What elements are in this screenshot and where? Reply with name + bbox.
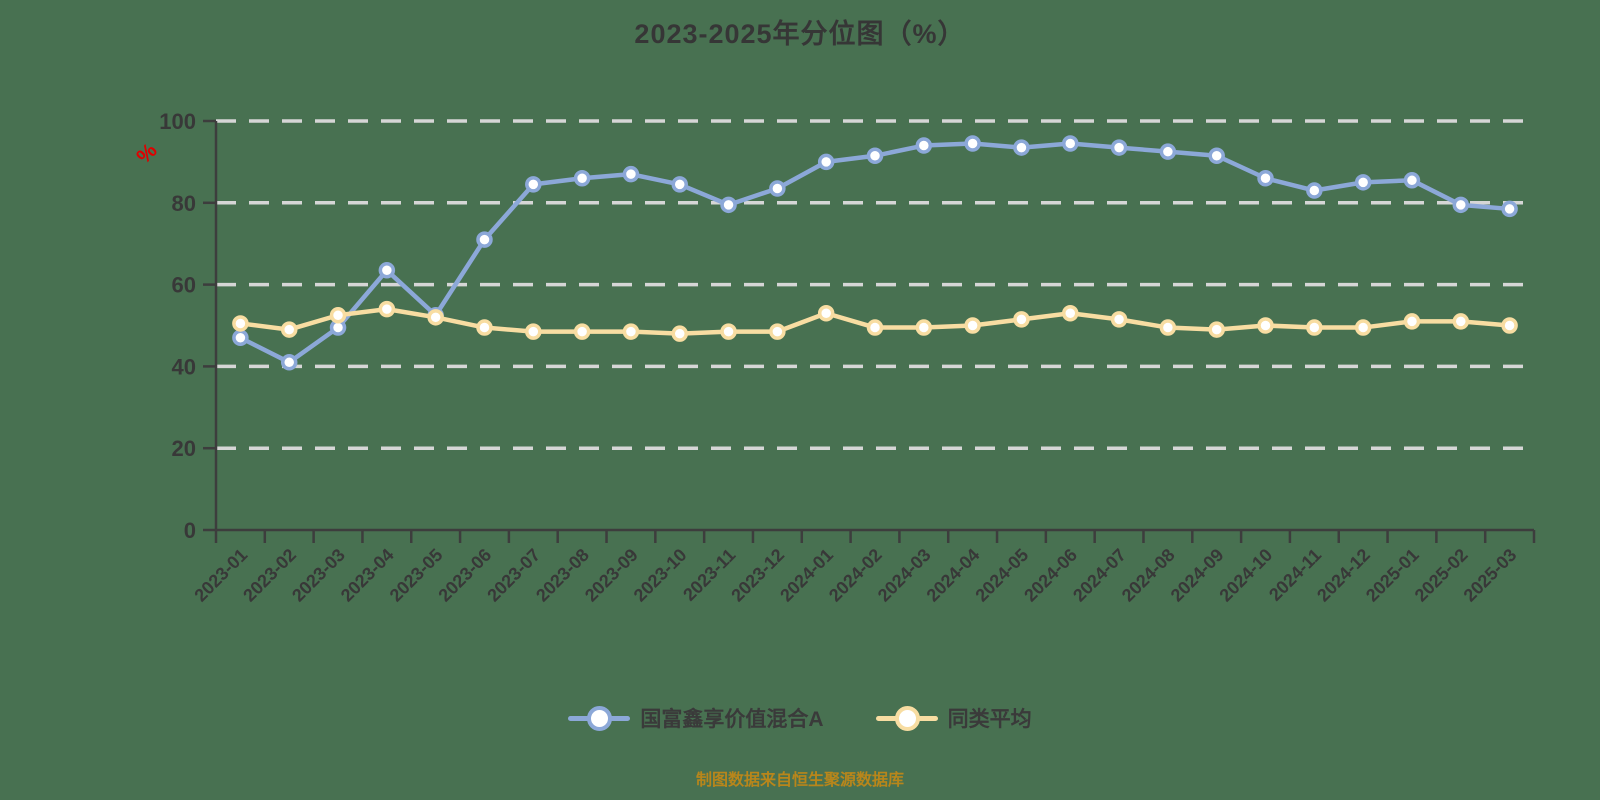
data-point[interactable]: [964, 317, 981, 334]
x-tick-label: 2024-06: [1020, 545, 1081, 606]
x-tick-label: 2024-10: [1215, 545, 1276, 606]
y-tick-label: 60: [172, 273, 196, 298]
x-tick-label: 2024-03: [874, 545, 935, 606]
data-point[interactable]: [1354, 174, 1372, 191]
chart-title: 2023-2025年分位图（%）: [634, 19, 966, 49]
data-point[interactable]: [1306, 319, 1323, 336]
data-point[interactable]: [720, 196, 737, 214]
x-tick-label: 2024-05: [971, 545, 1032, 606]
x-tick-label: 2023-12: [727, 545, 788, 606]
legend-label-fund: 国富鑫享价值混合A: [640, 708, 824, 731]
data-point[interactable]: [573, 170, 591, 187]
x-tick-label: 2024-11: [1265, 545, 1325, 605]
data-point[interactable]: [1110, 311, 1128, 328]
data-point[interactable]: [769, 180, 786, 197]
y-tick-label: 0: [184, 518, 196, 543]
data-point[interactable]: [1062, 135, 1079, 152]
y-tick-label: 100: [159, 109, 196, 134]
data-point[interactable]: [817, 304, 835, 322]
x-tick-label: 2025-02: [1411, 545, 1472, 606]
data-point[interactable]: [622, 165, 640, 183]
data-point[interactable]: [1452, 196, 1470, 214]
chart-legend: 国富鑫享价值混合A 同类平均: [0, 703, 1600, 733]
data-point[interactable]: [915, 137, 933, 154]
data-point[interactable]: [1208, 321, 1225, 338]
x-tick-label: 2023-07: [483, 545, 544, 606]
x-tick-label: 2023-02: [239, 545, 300, 606]
data-point[interactable]: [232, 315, 249, 332]
legend-item-fund[interactable]: 国富鑫享价值混合A: [568, 703, 824, 733]
data-point[interactable]: [1159, 319, 1177, 336]
data-point[interactable]: [671, 325, 688, 342]
x-tick-label: 2023-06: [434, 545, 495, 606]
x-tick-label: 2024-09: [1167, 545, 1228, 606]
legend-item-average[interactable]: 同类平均: [875, 703, 1032, 733]
data-point[interactable]: [1013, 139, 1030, 156]
x-tick-label: 2024-02: [825, 545, 886, 606]
x-tick-label: 2023-09: [581, 545, 642, 606]
data-point[interactable]: [476, 319, 493, 336]
x-tick-label: 2024-12: [1313, 545, 1374, 606]
data-point[interactable]: [1501, 200, 1518, 218]
data-point[interactable]: [1501, 317, 1518, 334]
x-tick-label: 2024-07: [1069, 545, 1130, 606]
fund-series-marker-icon: [568, 705, 631, 731]
data-point[interactable]: [817, 153, 835, 171]
x-tick-label: 2025-03: [1460, 545, 1521, 606]
data-point[interactable]: [720, 323, 737, 340]
data-point[interactable]: [280, 321, 298, 338]
x-tick-label: 2023-08: [532, 545, 593, 606]
x-tick-label: 2024-04: [923, 545, 984, 606]
x-tick-label: 2023-03: [288, 545, 349, 606]
data-point[interactable]: [1257, 170, 1274, 187]
data-point[interactable]: [964, 135, 981, 152]
data-point[interactable]: [1306, 182, 1323, 199]
data-point[interactable]: [525, 176, 542, 193]
data-point[interactable]: [427, 309, 444, 326]
data-point[interactable]: [769, 323, 786, 340]
data-point[interactable]: [671, 176, 688, 193]
data-point[interactable]: [1062, 304, 1079, 322]
data-point[interactable]: [476, 231, 493, 248]
y-tick-label: 20: [172, 436, 196, 461]
x-tick-label: 2023-05: [386, 545, 447, 606]
x-tick-label: 2024-08: [1118, 545, 1179, 606]
data-point[interactable]: [622, 323, 640, 340]
data-point[interactable]: [1159, 143, 1177, 160]
x-tick-label: 2023-04: [337, 545, 398, 606]
data-point[interactable]: [329, 307, 347, 324]
data-point[interactable]: [1208, 147, 1225, 165]
data-point[interactable]: [378, 300, 396, 318]
x-tick-label: 2023-10: [630, 545, 691, 606]
x-tick-label: 2025-01: [1362, 545, 1423, 606]
data-point[interactable]: [232, 329, 249, 347]
data-point[interactable]: [573, 323, 591, 340]
average-series-marker-icon: [875, 705, 938, 731]
data-point[interactable]: [1354, 319, 1372, 336]
data-point[interactable]: [1013, 311, 1030, 328]
data-point[interactable]: [1110, 139, 1128, 156]
data-point[interactable]: [1403, 313, 1421, 330]
data-source-note: 制图数据来自恒生聚源数据库: [695, 772, 904, 789]
x-tick-label: 2024-01: [776, 545, 837, 606]
y-tick-label: 40: [172, 354, 196, 379]
legend-label-average: 同类平均: [947, 708, 1032, 731]
x-tick-label: 2023-01: [190, 545, 251, 606]
y-tick-label: 80: [172, 191, 196, 216]
data-point[interactable]: [378, 262, 396, 279]
data-point[interactable]: [525, 323, 542, 340]
data-point[interactable]: [915, 319, 933, 336]
data-point[interactable]: [866, 319, 884, 336]
data-point[interactable]: [1257, 317, 1274, 334]
data-point[interactable]: [1403, 172, 1421, 189]
data-point[interactable]: [280, 354, 298, 371]
data-point[interactable]: [1452, 313, 1470, 330]
data-point[interactable]: [866, 147, 884, 165]
